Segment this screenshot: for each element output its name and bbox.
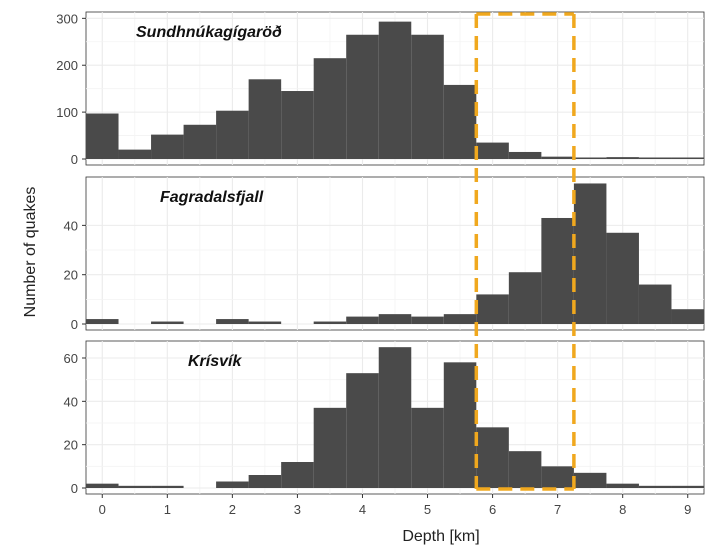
bar (378, 314, 412, 324)
bar (508, 151, 542, 159)
bar (671, 485, 704, 488)
bar (541, 217, 574, 324)
bar (638, 157, 672, 159)
panel-2: 0 20 40 Fagradalsfjall (64, 176, 705, 332)
x-tick-label: 8 (619, 502, 626, 517)
bar (216, 481, 249, 488)
y-tick-label: 0 (71, 152, 78, 167)
bar (151, 485, 184, 488)
bar (118, 485, 152, 488)
bar (86, 113, 119, 159)
bar (508, 451, 542, 488)
bar (573, 157, 607, 159)
panels-layer: 0100200300Sundhnúkagígaröð02040Fagradals… (56, 11, 705, 496)
panel-title: Fagradalsfjall (160, 189, 264, 206)
bar (476, 427, 509, 488)
y-tick-label: 300 (56, 11, 78, 26)
bar (573, 472, 607, 488)
bar (541, 156, 574, 159)
bar (378, 21, 412, 159)
y-tick-label: 0 (71, 317, 78, 332)
x-axis-label: Depth [km] (402, 528, 479, 545)
bar (443, 362, 477, 488)
bar (216, 319, 249, 324)
bar (281, 91, 314, 159)
x-tick-label: 0 (99, 502, 106, 517)
bar (86, 319, 119, 324)
bar (281, 462, 314, 488)
bar (248, 475, 282, 488)
bar (346, 316, 379, 324)
panel-title: Sundhnúkagígaröð (136, 24, 282, 41)
bar (671, 309, 704, 324)
bar (443, 314, 477, 324)
bar (216, 110, 249, 159)
bar (508, 272, 542, 324)
bar (346, 373, 379, 488)
bar (248, 321, 282, 324)
bar (151, 134, 184, 159)
bar (313, 407, 347, 488)
y-tick-label: 20 (64, 268, 78, 283)
x-tick-label: 1 (164, 502, 171, 517)
bar (606, 483, 639, 488)
bar (638, 485, 672, 488)
bar (86, 483, 119, 488)
panel-title: Krísvík (188, 353, 242, 370)
x-tick-label: 6 (489, 502, 496, 517)
x-tick-label: 5 (424, 502, 431, 517)
bar (476, 294, 509, 324)
bar (671, 157, 704, 159)
x-tick-label: 2 (229, 502, 236, 517)
bar (606, 232, 639, 324)
bar (606, 157, 639, 159)
bar (411, 407, 444, 488)
bar (313, 321, 347, 324)
bar (346, 34, 379, 159)
bar (248, 79, 282, 159)
panel-1: 0 100 200 300 Sundhnúkagígaröð (56, 11, 705, 167)
bar (443, 84, 477, 159)
y-tick-label: 60 (64, 351, 78, 366)
bar (151, 321, 184, 324)
highlight-layer (474, 12, 576, 491)
bar (476, 142, 509, 159)
x-tick-label: 4 (359, 502, 366, 517)
y-tick-label: 40 (64, 218, 78, 233)
x-tick-label: 7 (554, 502, 561, 517)
y-tick-label: 100 (56, 105, 78, 120)
bar (411, 316, 444, 324)
bar (541, 466, 574, 488)
y-tick-label: 200 (56, 58, 78, 73)
bar (638, 284, 672, 324)
bar (313, 58, 347, 160)
bar (183, 124, 217, 159)
bar (118, 149, 152, 159)
x-tick-label: 9 (684, 502, 691, 517)
x-tick-label: 3 (294, 502, 301, 517)
y-tick-label: 0 (71, 481, 78, 496)
panel-3: 0 20 40 60 Krísvík (64, 340, 705, 496)
bar (411, 34, 444, 159)
bar (573, 183, 607, 324)
bar (378, 347, 412, 488)
y-axis-label: Number of quakes (22, 187, 39, 318)
x-axis: 0 1 2 3 4 5 6 7 8 9 (99, 494, 691, 517)
y-tick-label: 40 (64, 394, 78, 409)
y-tick-label: 20 (64, 438, 78, 453)
